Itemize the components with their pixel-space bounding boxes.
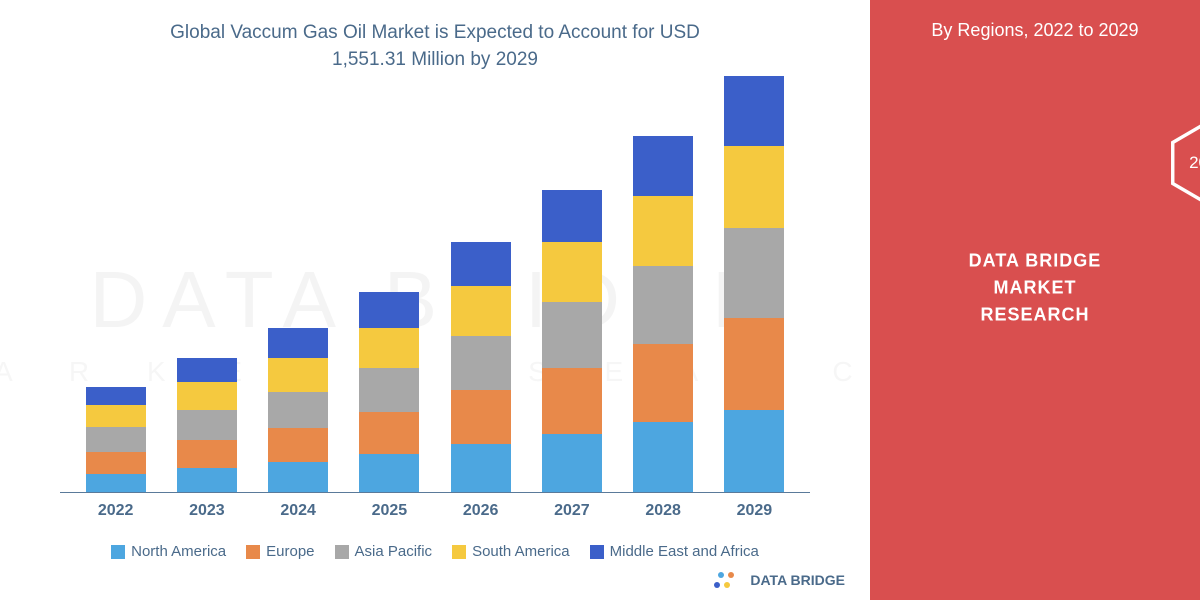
segment-south-america <box>268 358 328 392</box>
bar-2024 <box>268 328 328 492</box>
chart-section: DATA BRIDGE M A R K E T R E S E A R C H … <box>0 0 870 600</box>
legend-item-europe: Europe <box>246 543 314 560</box>
segment-asia-pacific <box>359 368 419 412</box>
x-label-2024: 2024 <box>280 502 316 520</box>
panel-header: By Regions, 2022 to 2029 <box>870 0 1200 41</box>
legend-swatch <box>111 545 125 559</box>
logo-dots-icon <box>712 570 742 590</box>
segment-middle-east-and-africa <box>542 190 602 242</box>
hexagon-2029: 2029 <box>1165 120 1200 206</box>
bar-2022 <box>86 387 146 492</box>
main-container: DATA BRIDGE M A R K E T R E S E A R C H … <box>0 0 1200 600</box>
bar-2023 <box>177 358 237 492</box>
legend: North America Europe Asia Pacific South Ame… <box>20 543 850 560</box>
bar-2025 <box>359 292 419 492</box>
segment-asia-pacific <box>633 266 693 344</box>
footer-logo: DATA BRIDGE <box>712 570 845 590</box>
x-label-2022: 2022 <box>98 502 134 520</box>
x-label-2029: 2029 <box>737 502 773 520</box>
brand-line1: DATA BRIDGE MARKET <box>969 251 1102 298</box>
segment-south-america <box>86 405 146 427</box>
segment-middle-east-and-africa <box>177 358 237 382</box>
bar-group-2023: 2023 <box>172 358 242 492</box>
segment-north-america <box>451 444 511 492</box>
segment-south-america <box>633 196 693 266</box>
segment-asia-pacific <box>542 302 602 368</box>
bar-2027 <box>542 190 602 492</box>
segment-europe <box>633 344 693 422</box>
segment-south-america <box>359 328 419 368</box>
segment-north-america <box>359 454 419 492</box>
bar-group-2026: 2026 <box>446 242 516 492</box>
segment-europe <box>268 428 328 462</box>
bar-group-2025: 2025 <box>354 292 424 492</box>
legend-label: South America <box>472 543 570 560</box>
bar-group-2029: 2029 <box>719 76 789 492</box>
chart-area: 20222023202420252026202720282029 <box>60 93 810 493</box>
brand-text: DATA BRIDGE MARKET RESEARCH <box>953 248 1118 329</box>
segment-south-america <box>724 146 784 228</box>
x-label-2028: 2028 <box>645 502 681 520</box>
segment-europe <box>86 452 146 474</box>
legend-label: Middle East and Africa <box>610 543 759 560</box>
segment-europe <box>724 318 784 410</box>
x-label-2027: 2027 <box>554 502 590 520</box>
footer-logo-text: DATA BRIDGE <box>750 572 845 588</box>
legend-swatch <box>246 545 260 559</box>
legend-swatch <box>335 545 349 559</box>
segment-north-america <box>268 462 328 492</box>
x-label-2023: 2023 <box>189 502 225 520</box>
segment-north-america <box>86 474 146 492</box>
segment-asia-pacific <box>177 410 237 440</box>
legend-label: Europe <box>266 543 314 560</box>
segment-north-america <box>542 434 602 492</box>
right-panel: By Regions, 2022 to 2029 2029 2022 DATA … <box>870 0 1200 600</box>
segment-middle-east-and-africa <box>633 136 693 196</box>
x-label-2026: 2026 <box>463 502 499 520</box>
segment-middle-east-and-africa <box>86 387 146 405</box>
segment-europe <box>177 440 237 468</box>
legend-label: Asia Pacific <box>355 543 433 560</box>
bar-group-2028: 2028 <box>628 136 698 492</box>
segment-asia-pacific <box>268 392 328 428</box>
title-line1: Global Vaccum Gas Oil Market is Expected… <box>170 22 700 43</box>
x-label-2025: 2025 <box>372 502 408 520</box>
segment-north-america <box>633 422 693 492</box>
segment-europe <box>359 412 419 454</box>
segment-south-america <box>177 382 237 410</box>
segment-europe <box>451 390 511 444</box>
legend-item-middle-east-and-africa: Middle East and Africa <box>590 543 759 560</box>
legend-label: North America <box>131 543 226 560</box>
bar-group-2027: 2027 <box>537 190 607 492</box>
bar-2028 <box>633 136 693 492</box>
segment-asia-pacific <box>86 427 146 452</box>
segment-europe <box>542 368 602 434</box>
segment-north-america <box>724 410 784 492</box>
segment-south-america <box>542 242 602 302</box>
segment-middle-east-and-africa <box>359 292 419 328</box>
segment-south-america <box>451 286 511 336</box>
segment-middle-east-and-africa <box>724 76 784 146</box>
legend-item-north-america: North America <box>111 543 226 560</box>
legend-swatch <box>590 545 604 559</box>
legend-swatch <box>452 545 466 559</box>
legend-item-south-america: South America <box>452 543 570 560</box>
segment-middle-east-and-africa <box>268 328 328 358</box>
segment-north-america <box>177 468 237 492</box>
bar-group-2022: 2022 <box>81 387 151 492</box>
bar-2026 <box>451 242 511 492</box>
bars-container: 20222023202420252026202720282029 <box>60 93 810 492</box>
segment-asia-pacific <box>724 228 784 318</box>
bar-group-2024: 2024 <box>263 328 333 492</box>
hex-label-2029: 2029 <box>1169 124 1200 202</box>
brand-line2: RESEARCH <box>980 305 1089 325</box>
title-line2: 1,551.31 Million by 2029 <box>332 49 538 70</box>
bar-2029 <box>724 76 784 492</box>
segment-middle-east-and-africa <box>451 242 511 286</box>
legend-item-asia-pacific: Asia Pacific <box>335 543 433 560</box>
segment-asia-pacific <box>451 336 511 390</box>
chart-title: Global Vaccum Gas Oil Market is Expected… <box>20 20 850 73</box>
